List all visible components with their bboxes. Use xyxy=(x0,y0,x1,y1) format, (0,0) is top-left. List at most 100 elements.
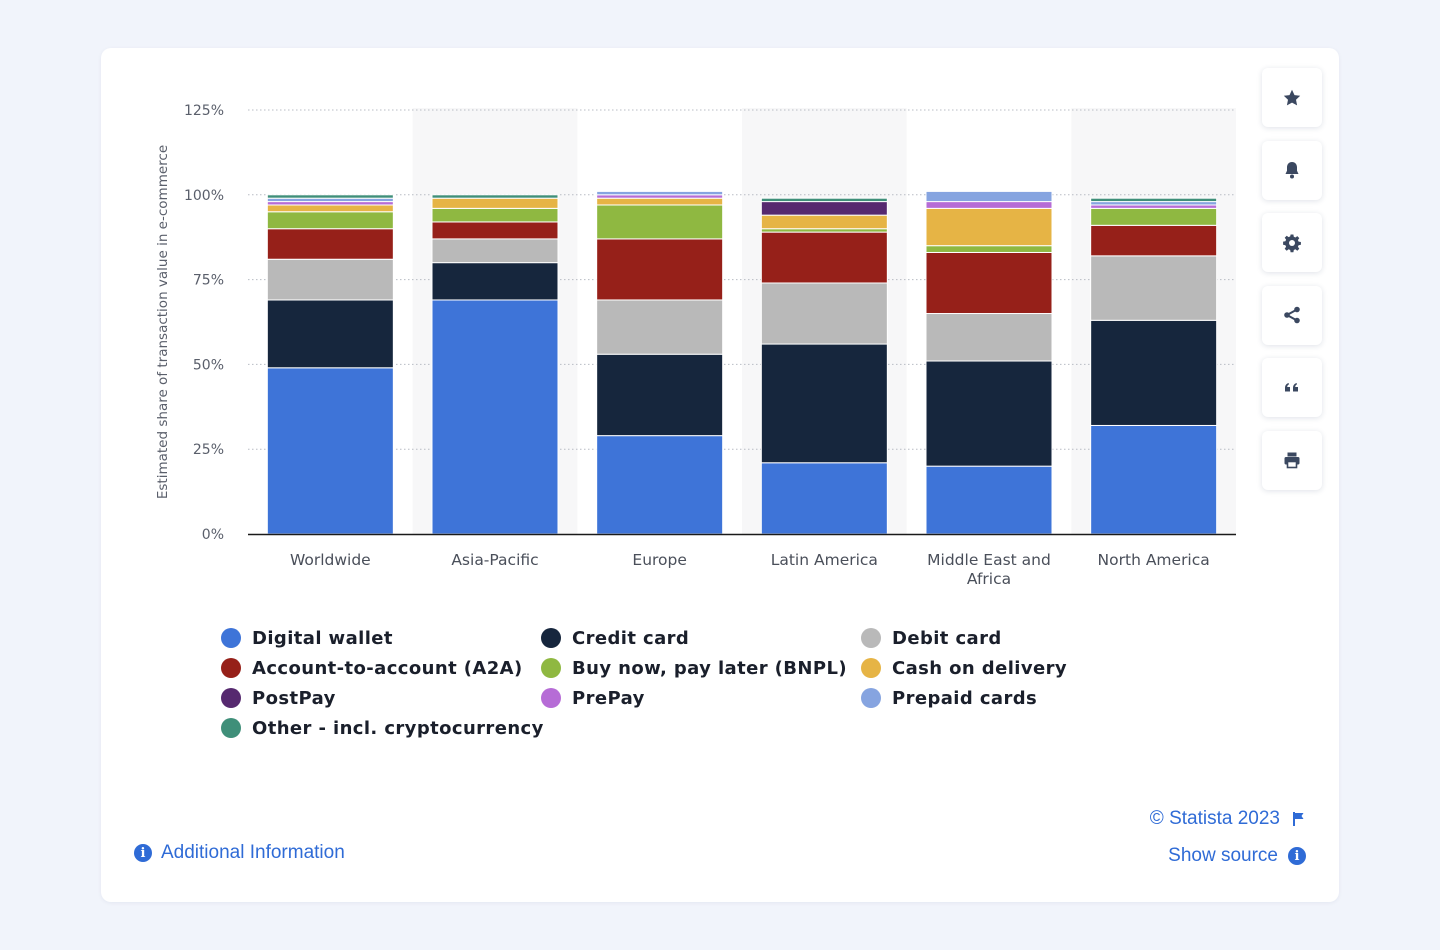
legend-item[interactable]: Prepaid cards xyxy=(861,686,1181,710)
y-axis-label: Estimated share of transaction value in … xyxy=(155,145,171,499)
legend-item[interactable]: Other - incl. cryptocurrency xyxy=(221,716,544,740)
chart: 0% 25% 50% 75% 100% 125% Worldwide Asia-Pacifi… xyxy=(155,103,1236,588)
bar-segment[interactable] xyxy=(925,465,1053,535)
bar-segment[interactable] xyxy=(925,207,1053,247)
bar-segment[interactable] xyxy=(1090,255,1218,321)
bar-segment[interactable] xyxy=(1090,319,1218,426)
bar-segment[interactable] xyxy=(266,201,394,206)
favorite-button[interactable] xyxy=(1262,68,1322,127)
notification-button[interactable] xyxy=(1262,140,1322,200)
bar-segment[interactable] xyxy=(925,201,1053,209)
legend-item[interactable]: Digital wallet xyxy=(221,626,541,650)
show-source-link[interactable]: Show source i xyxy=(1168,845,1306,867)
bar-segment[interactable] xyxy=(1090,197,1218,203)
additional-information-label: Additional Information xyxy=(161,842,345,863)
star-icon xyxy=(1283,89,1301,105)
bar-segment[interactable] xyxy=(760,214,888,230)
legend-item[interactable]: PrePay xyxy=(541,686,861,710)
legend-item[interactable]: Cash on delivery xyxy=(861,656,1181,680)
legend-marker xyxy=(221,658,241,678)
info-icon: i xyxy=(1288,847,1306,865)
legend-marker xyxy=(861,658,881,678)
y-tick-label: 50% xyxy=(193,357,224,373)
bar-segment[interactable] xyxy=(431,238,559,264)
bar-segment[interactable] xyxy=(596,299,724,355)
print-button[interactable] xyxy=(1262,430,1322,490)
bar-segment[interactable] xyxy=(431,197,559,209)
bar-segment[interactable] xyxy=(596,204,724,240)
bar-segment[interactable] xyxy=(596,435,724,535)
bar-segment[interactable] xyxy=(431,262,559,301)
x-tick-label: Latin America xyxy=(771,551,878,569)
bar-segment[interactable] xyxy=(431,299,559,535)
bar-segment[interactable] xyxy=(760,228,888,233)
bar-segment[interactable] xyxy=(266,367,394,535)
bar-segment[interactable] xyxy=(431,194,559,199)
bar-segment[interactable] xyxy=(431,207,559,223)
bar-segment[interactable] xyxy=(760,201,888,216)
legend-marker xyxy=(221,718,241,738)
bar-segment[interactable] xyxy=(760,282,888,345)
bar-segment[interactable] xyxy=(266,211,394,230)
bar-segment[interactable] xyxy=(596,353,724,437)
legend-label: Account-to-account (A2A) xyxy=(252,657,523,679)
bar-segment[interactable] xyxy=(596,197,724,206)
bell-icon xyxy=(1285,162,1299,179)
legend-item[interactable]: Buy now, pay later (BNPL) xyxy=(541,656,861,680)
quote-icon xyxy=(1285,382,1298,391)
legend-marker xyxy=(221,688,241,708)
bar-segment[interactable] xyxy=(1090,207,1218,226)
bar-segment[interactable] xyxy=(266,299,394,369)
bar-segment[interactable] xyxy=(266,197,394,203)
legend-item[interactable]: PostPay xyxy=(221,686,541,710)
x-tick-label: Worldwide xyxy=(290,551,371,569)
cite-button[interactable] xyxy=(1262,358,1322,417)
legend-label: Cash on delivery xyxy=(892,657,1067,679)
additional-information-link[interactable]: i Additional Information xyxy=(134,842,345,864)
legend-label: Other - incl. cryptocurrency xyxy=(252,717,544,739)
legend-label: Debit card xyxy=(892,627,1002,649)
legend-label: Credit card xyxy=(572,627,690,649)
print-icon xyxy=(1284,452,1300,469)
bar-segment[interactable] xyxy=(266,204,394,213)
bar-segment[interactable] xyxy=(760,197,888,203)
legend-item[interactable]: Credit card xyxy=(541,626,861,650)
bar-segment[interactable] xyxy=(925,360,1053,467)
legend-item[interactable]: Debit card xyxy=(861,626,1181,650)
bar-segment[interactable] xyxy=(925,251,1053,315)
bar-segment[interactable] xyxy=(596,194,724,199)
bar-segment[interactable] xyxy=(1090,201,1218,206)
legend-label: Buy now, pay later (BNPL) xyxy=(572,657,847,679)
legend-marker xyxy=(861,688,881,708)
bar-segment[interactable] xyxy=(596,190,724,196)
flag-icon xyxy=(1293,812,1304,826)
legend-marker xyxy=(221,628,241,648)
y-tick-label: 75% xyxy=(193,273,224,289)
bar-segment[interactable] xyxy=(925,190,1053,203)
y-tick-label: 125% xyxy=(184,103,224,119)
bar-segment[interactable] xyxy=(1090,204,1218,209)
bar-segment[interactable] xyxy=(266,258,394,301)
x-tick-labels: Worldwide Asia-Pacific Europe Latin America… xyxy=(290,551,1210,588)
bar-segment[interactable] xyxy=(925,313,1053,362)
x-tick-label: North America xyxy=(1098,551,1210,569)
copyright: © Statista 2023 xyxy=(1150,808,1306,830)
bar-segment[interactable] xyxy=(925,245,1053,253)
bar-segment[interactable] xyxy=(431,221,559,240)
bars xyxy=(266,190,1218,535)
gear-icon xyxy=(1283,234,1301,252)
legend-item[interactable]: Account-to-account (A2A) xyxy=(221,656,541,680)
bar-segment[interactable] xyxy=(760,231,888,284)
bar-segment[interactable] xyxy=(266,194,394,199)
bar-segment[interactable] xyxy=(1090,224,1218,257)
gridlines xyxy=(248,109,1236,450)
y-tick-labels: 0% 25% 50% 75% 100% 125% xyxy=(184,103,224,543)
x-tick-label: Europe xyxy=(632,551,687,569)
settings-button[interactable] xyxy=(1262,213,1322,272)
bar-segment[interactable] xyxy=(596,238,724,301)
bar-segment[interactable] xyxy=(1090,424,1218,535)
bar-segment[interactable] xyxy=(760,343,888,464)
bar-segment[interactable] xyxy=(760,462,888,535)
share-button[interactable] xyxy=(1262,285,1322,345)
bar-segment[interactable] xyxy=(266,228,394,260)
